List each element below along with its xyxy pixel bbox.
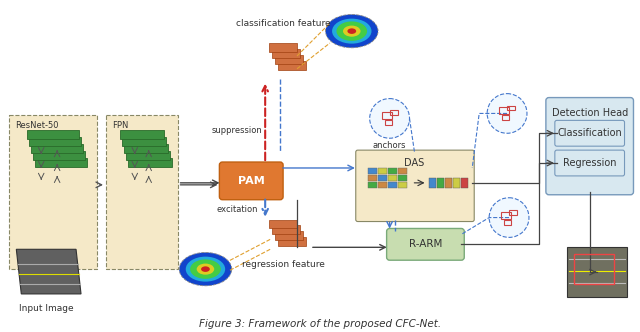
FancyBboxPatch shape (272, 225, 300, 234)
FancyBboxPatch shape (546, 98, 634, 195)
FancyBboxPatch shape (378, 182, 387, 188)
Circle shape (489, 198, 529, 237)
FancyBboxPatch shape (106, 116, 177, 269)
FancyBboxPatch shape (437, 178, 444, 188)
FancyBboxPatch shape (278, 61, 306, 70)
FancyBboxPatch shape (387, 228, 464, 260)
FancyBboxPatch shape (388, 168, 397, 174)
Text: regression feature: regression feature (242, 260, 324, 269)
FancyBboxPatch shape (378, 168, 387, 174)
FancyBboxPatch shape (122, 137, 166, 146)
Text: ResNet-50: ResNet-50 (15, 122, 59, 130)
Text: anchors: anchors (373, 141, 406, 150)
Ellipse shape (326, 15, 378, 48)
FancyBboxPatch shape (356, 150, 474, 221)
Ellipse shape (184, 255, 227, 283)
FancyBboxPatch shape (31, 144, 83, 153)
FancyBboxPatch shape (33, 151, 85, 160)
FancyBboxPatch shape (429, 178, 436, 188)
Ellipse shape (345, 27, 358, 35)
FancyBboxPatch shape (555, 121, 625, 146)
Ellipse shape (196, 264, 214, 275)
FancyBboxPatch shape (397, 182, 406, 188)
FancyBboxPatch shape (388, 175, 397, 181)
Circle shape (487, 94, 527, 133)
Ellipse shape (190, 259, 221, 279)
Ellipse shape (341, 24, 363, 38)
FancyBboxPatch shape (278, 237, 306, 246)
Ellipse shape (186, 257, 225, 282)
FancyBboxPatch shape (269, 219, 297, 228)
Text: excitation: excitation (216, 205, 258, 214)
FancyBboxPatch shape (461, 178, 468, 188)
Ellipse shape (181, 254, 230, 285)
FancyBboxPatch shape (397, 168, 406, 174)
FancyBboxPatch shape (368, 168, 377, 174)
FancyBboxPatch shape (269, 43, 297, 52)
Ellipse shape (348, 28, 356, 34)
FancyBboxPatch shape (272, 49, 300, 58)
FancyBboxPatch shape (368, 182, 377, 188)
Text: DAS: DAS (404, 158, 424, 168)
FancyBboxPatch shape (220, 162, 283, 200)
FancyBboxPatch shape (397, 175, 406, 181)
FancyBboxPatch shape (124, 144, 168, 153)
Text: suppression: suppression (212, 126, 262, 135)
Polygon shape (17, 249, 81, 294)
Ellipse shape (343, 26, 360, 37)
Text: Detection Head: Detection Head (552, 109, 628, 119)
Text: FPN: FPN (112, 122, 128, 130)
Polygon shape (567, 247, 627, 297)
Ellipse shape (192, 261, 219, 278)
Circle shape (370, 99, 410, 138)
Ellipse shape (330, 17, 374, 45)
Ellipse shape (337, 22, 367, 41)
FancyBboxPatch shape (555, 150, 625, 176)
Text: R-ARM: R-ARM (409, 239, 442, 249)
FancyBboxPatch shape (368, 175, 377, 181)
Ellipse shape (349, 30, 354, 33)
Ellipse shape (188, 258, 223, 280)
FancyBboxPatch shape (120, 130, 164, 139)
Ellipse shape (204, 268, 207, 271)
Text: classification feature: classification feature (236, 19, 330, 28)
Text: Regression: Regression (563, 158, 616, 168)
FancyBboxPatch shape (35, 158, 87, 167)
FancyBboxPatch shape (445, 178, 452, 188)
Ellipse shape (334, 20, 369, 42)
Text: Input Image: Input Image (19, 304, 74, 313)
FancyBboxPatch shape (388, 182, 397, 188)
Ellipse shape (201, 266, 210, 272)
FancyBboxPatch shape (275, 231, 303, 240)
FancyBboxPatch shape (378, 175, 387, 181)
FancyBboxPatch shape (453, 178, 460, 188)
FancyBboxPatch shape (29, 137, 81, 146)
Text: PAM: PAM (238, 176, 264, 186)
FancyBboxPatch shape (28, 130, 79, 139)
Text: Classification: Classification (557, 128, 622, 138)
Ellipse shape (332, 19, 371, 43)
Ellipse shape (195, 262, 216, 276)
Ellipse shape (339, 23, 365, 40)
Ellipse shape (199, 265, 212, 273)
FancyBboxPatch shape (128, 158, 172, 167)
Ellipse shape (179, 252, 232, 286)
FancyBboxPatch shape (10, 116, 97, 269)
Ellipse shape (328, 16, 376, 46)
Text: Figure 3: Framework of the proposed CFC-Net.: Figure 3: Framework of the proposed CFC-… (199, 319, 441, 329)
FancyBboxPatch shape (126, 151, 170, 160)
FancyBboxPatch shape (275, 55, 303, 64)
